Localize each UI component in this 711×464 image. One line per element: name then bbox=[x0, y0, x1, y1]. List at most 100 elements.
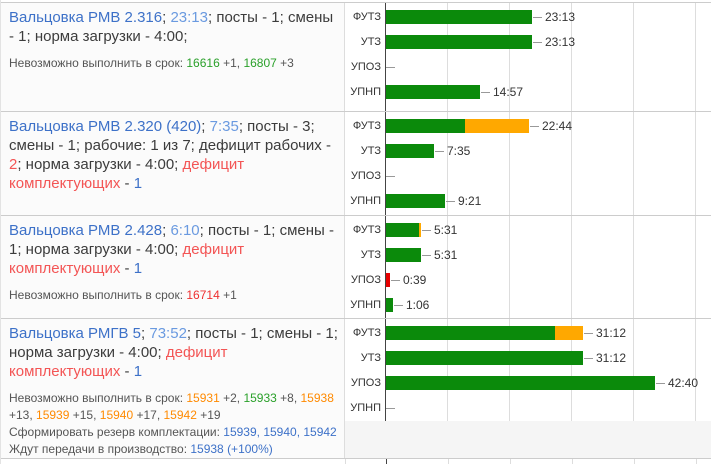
bar-tick bbox=[530, 126, 539, 127]
workcenter-row: Вальцовка РМВ 2.316; 23:13; посты - 1; с… bbox=[1, 3, 711, 112]
load-time-link[interactable]: 73:52 bbox=[149, 325, 187, 342]
workcenter-row: Вальцовка РМВ 2.320 (420); 7:35; посты -… bbox=[1, 112, 711, 216]
chart-bar-segment[interactable] bbox=[419, 223, 421, 237]
workcenter-info: Вальцовка РМВ 2.320 (420); 7:35; посты -… bbox=[1, 112, 345, 215]
chart-bar-segment[interactable] bbox=[386, 144, 434, 158]
title-text: ; bbox=[201, 118, 210, 135]
order-link[interactable]: 16807 bbox=[243, 56, 277, 70]
number-link[interactable]: 15939, 15940, 15942 bbox=[223, 425, 337, 439]
note-text: +2, bbox=[219, 391, 244, 405]
y-axis bbox=[385, 319, 386, 421]
chart-bar-segment[interactable] bbox=[465, 119, 529, 133]
category-label: УПНП bbox=[350, 402, 381, 414]
chart-bar-segment[interactable] bbox=[386, 85, 480, 99]
chart-bar-segment[interactable] bbox=[386, 248, 421, 262]
chart-bar-segment[interactable] bbox=[386, 10, 532, 24]
title-text: ; bbox=[141, 325, 150, 342]
note-text: +17, bbox=[133, 408, 164, 422]
next-row-partial bbox=[1, 459, 711, 464]
note-text: +1, bbox=[219, 56, 244, 70]
order-link[interactable]: 16714 bbox=[186, 288, 220, 302]
workcenter-link[interactable]: Вальцовка РМВ 2.316 bbox=[9, 9, 163, 26]
bar-tick bbox=[533, 42, 542, 43]
number-link[interactable]: 1 bbox=[133, 260, 143, 277]
gridline bbox=[695, 3, 696, 111]
category-label: ФУТЗ bbox=[352, 224, 381, 236]
order-link[interactable]: 15938 bbox=[300, 391, 334, 405]
load-time-link[interactable]: 6:10 bbox=[170, 222, 200, 239]
order-link[interactable]: 15940 bbox=[99, 408, 134, 422]
workcenter-info: Вальцовка РМВ 2.316; 23:13; посты - 1; с… bbox=[1, 3, 345, 111]
y-axis bbox=[385, 112, 386, 215]
y-axis bbox=[385, 216, 386, 318]
note-text: Ждут передачи в производство: bbox=[9, 442, 191, 456]
order-link[interactable]: 15931 bbox=[186, 391, 220, 405]
bar-value-label: 31:12 bbox=[596, 326, 627, 340]
deficit-text: 2 bbox=[9, 156, 18, 173]
number-link[interactable]: 1 bbox=[133, 175, 143, 192]
note-text: Невозможно выполнить в срок: bbox=[9, 391, 187, 405]
gridline bbox=[695, 216, 696, 318]
workcenter-link[interactable]: Вальцовка РМГВ 5 bbox=[9, 325, 142, 342]
title-text: ; посты - 1; смены - 1; норма загрузки -… bbox=[9, 325, 343, 361]
chart-bar-segment[interactable] bbox=[386, 376, 655, 390]
category-label: УТЗ bbox=[360, 249, 381, 261]
bar-tick bbox=[446, 201, 455, 202]
bar-tick bbox=[422, 255, 431, 256]
chart-bar-segment[interactable] bbox=[386, 223, 419, 237]
title-text: ; посты - 3; смены - 1; рабочие: 1 из 7;… bbox=[9, 118, 336, 154]
workcenter-chart: ФУТЗ 22:44 УТЗ 7:35 УПОЗ УПНП 9:21 bbox=[345, 112, 711, 215]
gridline bbox=[447, 216, 448, 318]
chart-bar-segment[interactable] bbox=[386, 298, 393, 312]
chart-bar-segment[interactable] bbox=[386, 35, 532, 49]
category-label: УПОЗ bbox=[350, 274, 381, 286]
number-link[interactable]: 15938 (+100%) bbox=[190, 442, 273, 456]
load-time-link[interactable]: 23:13 bbox=[170, 9, 208, 26]
category-label: УПНП bbox=[350, 299, 381, 311]
order-link[interactable]: 15939 bbox=[36, 408, 70, 422]
workcenter-link[interactable]: Вальцовка РМВ 2.428 bbox=[9, 222, 163, 239]
note-text: +1 bbox=[219, 288, 237, 302]
chart-bar-segment[interactable] bbox=[386, 194, 445, 208]
chart-bar-segment[interactable] bbox=[555, 326, 583, 340]
workcenter-chart: ФУТЗ 5:31 УТЗ 5:31 УПОЗ 0:39 УПНП 1:06 bbox=[345, 216, 711, 318]
category-label: УПОЗ bbox=[350, 61, 381, 73]
chart-bar-segment[interactable] bbox=[386, 326, 555, 340]
workcenter-title: Вальцовка РМВ 2.320 (420); 7:35; посты -… bbox=[9, 117, 338, 193]
chart-bar-segment[interactable] bbox=[386, 273, 390, 287]
bar-tick bbox=[394, 305, 403, 306]
chart-bar-segment[interactable] bbox=[386, 119, 465, 133]
order-link[interactable]: 15933 bbox=[243, 391, 277, 405]
gridline bbox=[633, 112, 634, 215]
title-text: ; норма загрузки - 4:00; bbox=[17, 156, 183, 173]
order-link[interactable]: 15942 bbox=[163, 408, 197, 422]
workcenter-title: Вальцовка РМВ 2.316; 23:13; посты - 1; с… bbox=[9, 8, 338, 46]
bar-value-label: 7:35 bbox=[447, 144, 471, 158]
chart-bar-segment[interactable] bbox=[386, 351, 583, 365]
gridline bbox=[509, 112, 510, 215]
workcenter-link[interactable]: Вальцовка РМВ 2.320 (420) bbox=[9, 118, 202, 135]
column-divider bbox=[345, 459, 346, 464]
bar-value-label: 5:31 bbox=[434, 223, 458, 237]
gridline bbox=[634, 459, 635, 464]
gridline bbox=[448, 459, 449, 464]
bar-tick bbox=[391, 280, 400, 281]
category-label: УТЗ bbox=[360, 145, 381, 157]
load-time-link[interactable]: 7:35 bbox=[209, 118, 239, 135]
category-label: ФУТЗ bbox=[352, 327, 381, 339]
title-text: ; посты - 1; смены - 1; норма загрузки -… bbox=[9, 222, 339, 258]
bar-value-label: 31:12 bbox=[596, 351, 627, 365]
gridline bbox=[571, 3, 572, 111]
deficit-text: дефицит комплектующих bbox=[9, 156, 249, 192]
gridline bbox=[447, 3, 448, 111]
gridline bbox=[633, 216, 634, 318]
number-link[interactable]: 1 bbox=[133, 363, 143, 380]
order-link[interactable]: 16616 bbox=[186, 56, 220, 70]
bar-tick bbox=[386, 67, 395, 68]
chart-plot: ФУТЗ 22:44 УТЗ 7:35 УПОЗ УПНП 9:21 bbox=[345, 112, 711, 215]
bar-value-label: 9:21 bbox=[458, 194, 482, 208]
chart-plot: ФУТЗ 23:13 УТЗ 23:13 УПОЗ УПНП 14:57 bbox=[345, 3, 711, 111]
category-label: УТЗ bbox=[360, 36, 381, 48]
